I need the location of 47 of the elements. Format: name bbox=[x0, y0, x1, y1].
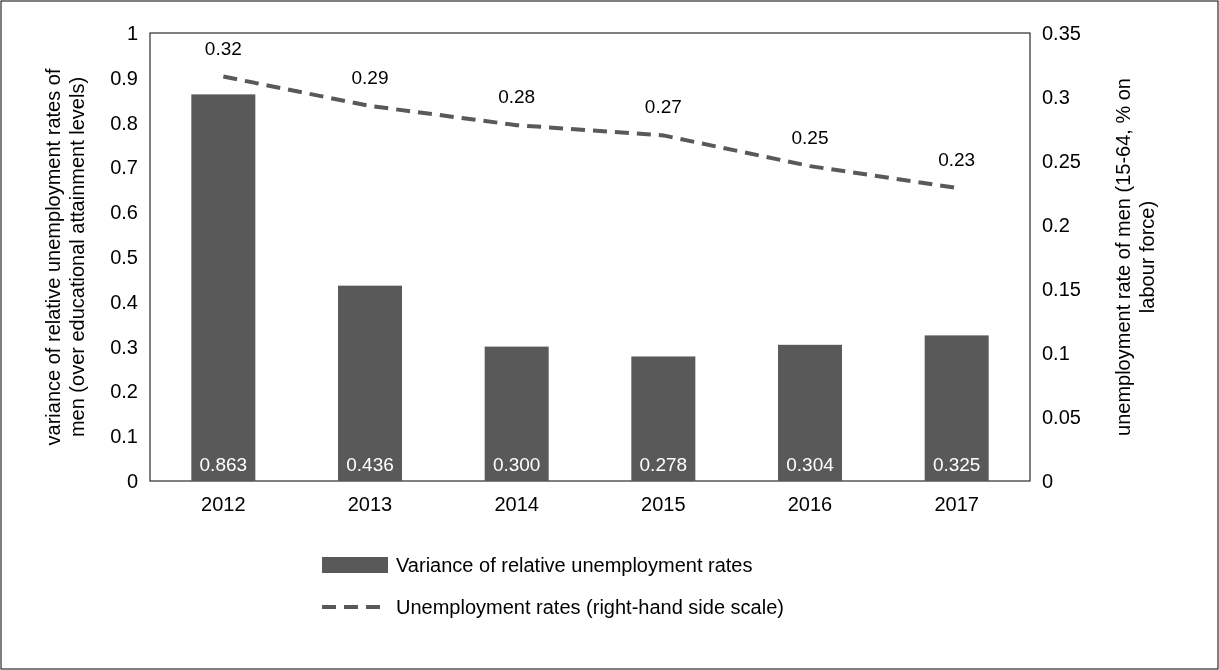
data-label: 0.863 bbox=[199, 454, 248, 475]
y-tick-label: 0.1 bbox=[110, 425, 138, 448]
y2-tick-label: 0.25 bbox=[1042, 150, 1081, 172]
y2-axis-title: unemployment rate of men (15-64, % on labour force) bbox=[1112, 78, 1158, 436]
y2-tick-label: 0.2 bbox=[1042, 214, 1070, 236]
y-tick-label: 0.7 bbox=[110, 156, 138, 179]
y2-tick-label: 0 bbox=[1042, 470, 1054, 492]
x-tick-label: 2015 bbox=[641, 493, 686, 515]
bar bbox=[338, 285, 402, 481]
y-tick-label: 0 bbox=[126, 470, 138, 492]
y2-tick-label: 0.3 bbox=[1042, 86, 1070, 108]
y2-tick-label: 0.35 bbox=[1042, 22, 1081, 44]
data-label: 0.278 bbox=[639, 454, 688, 475]
y-tick-label: 0.6 bbox=[110, 201, 138, 224]
y2-tick-label: 0.15 bbox=[1042, 278, 1081, 300]
x-tick-label: 2014 bbox=[494, 493, 539, 515]
bar bbox=[778, 344, 842, 481]
data-label: 0.304 bbox=[786, 454, 835, 475]
legend-label: Variance of relative unemployment rates bbox=[396, 554, 753, 576]
y2-tick-label: 0.1 bbox=[1042, 342, 1070, 364]
data-label: 0.436 bbox=[346, 454, 394, 475]
y-tick-label: 0.2 bbox=[110, 380, 138, 403]
y-tick-label: 0.9 bbox=[110, 66, 138, 89]
data-label: 0.32 bbox=[204, 37, 242, 59]
x-tick-label: 2012 bbox=[201, 493, 246, 515]
y-axis-title: variance of relative unemployment rates of men (over educational attainment levels) bbox=[42, 68, 88, 446]
y-tick-label: 0.5 bbox=[110, 246, 138, 268]
bar bbox=[191, 94, 256, 481]
legend-label: Unemployment rates (right-hand side scale) bbox=[396, 596, 784, 618]
x-tick-label: 2013 bbox=[347, 493, 393, 515]
data-label: 0.28 bbox=[498, 86, 536, 108]
data-label: 0.23 bbox=[938, 148, 976, 170]
data-label: 0.325 bbox=[932, 454, 981, 475]
data-label: 0.29 bbox=[351, 66, 389, 88]
y-tick-label: 0.8 bbox=[110, 111, 138, 134]
data-label: 0.300 bbox=[492, 454, 541, 475]
y-tick-label: 1 bbox=[126, 22, 138, 44]
bar bbox=[924, 335, 989, 481]
bar bbox=[484, 346, 549, 481]
bar bbox=[631, 356, 696, 481]
x-tick-label: 2016 bbox=[787, 493, 833, 515]
data-label: 0.25 bbox=[791, 127, 829, 149]
y2-tick-label: 0.05 bbox=[1042, 406, 1081, 428]
data-label: 0.27 bbox=[644, 96, 682, 118]
y-tick-label: 0.4 bbox=[110, 290, 138, 313]
y-tick-label: 0.3 bbox=[110, 335, 138, 358]
x-tick-label: 2017 bbox=[934, 493, 979, 515]
